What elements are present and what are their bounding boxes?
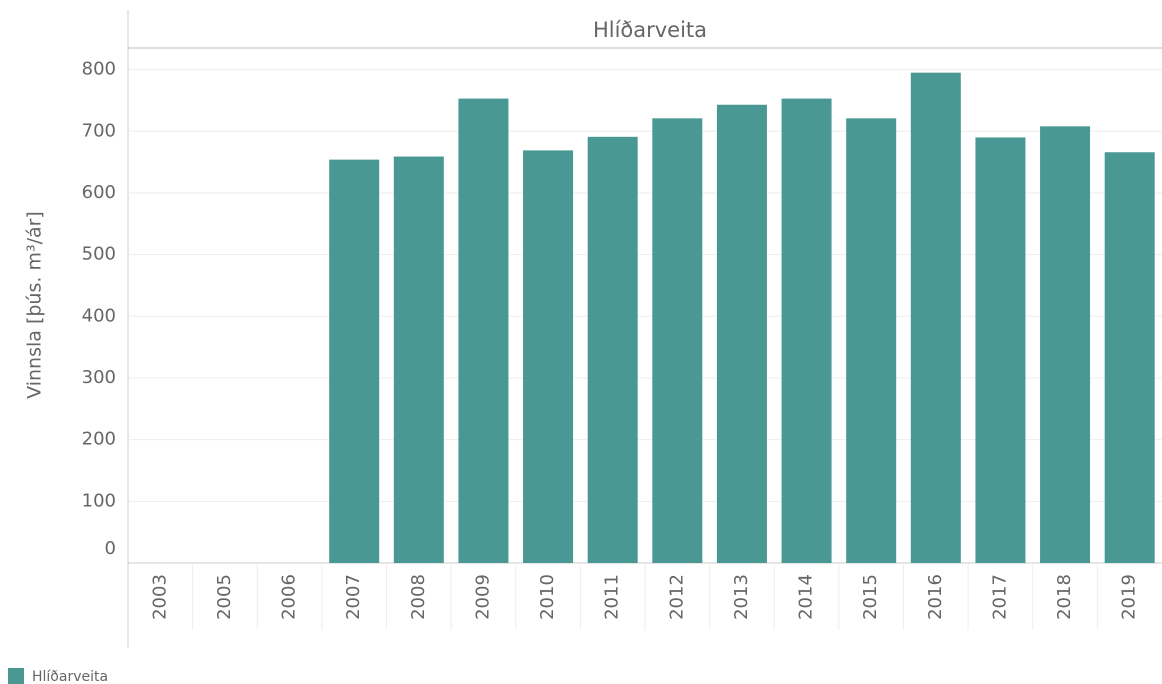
legend-label: Hlíðarveita [32,669,108,684]
y-tick-label: 800 [82,59,116,80]
y-tick-label: 700 [82,120,116,141]
y-tick-label: 400 [82,305,116,326]
bar [1104,152,1155,564]
bar [458,98,509,563]
y-tick-label: 500 [82,244,116,265]
chart-title: Hlíðarveita [593,18,707,42]
bar [329,159,380,563]
x-tick-label: 2012 [666,574,687,620]
x-tick-label: 2008 [408,574,429,620]
x-tick-label: 2014 [796,574,817,620]
x-tick-label: 2005 [214,574,235,620]
y-tick-label: 600 [82,182,116,203]
x-tick-label: 2011 [602,574,623,620]
y-axis-label: Vinnsla [þús. m³/ár] [24,211,46,399]
x-tick-label: 2007 [343,574,364,620]
x-tick-label: 2010 [537,574,558,620]
x-tick-label: 2006 [279,574,300,620]
x-tick-label: 2013 [731,574,752,620]
bar [781,98,832,563]
y-tick-label: 0 [105,538,116,559]
x-tick-label: 2017 [989,574,1010,620]
bar [523,150,574,563]
bar [846,118,897,564]
y-tick-label: 300 [82,367,116,388]
bar [910,72,961,564]
bar [1040,126,1091,563]
y-tick-label: 200 [82,429,116,450]
x-tick-label: 2009 [472,574,493,620]
bar [716,104,767,563]
bar [587,136,638,563]
x-tick-label: 2016 [925,574,946,620]
legend-swatch [8,668,24,684]
bar [393,156,444,563]
x-tick-label: 2003 [149,574,170,620]
x-tick-label: 2019 [1119,574,1140,620]
bar [975,137,1026,563]
x-tick-label: 2015 [860,574,881,620]
bar [652,118,703,564]
x-tick-label: 2018 [1054,574,1075,620]
y-tick-label: 100 [82,490,116,511]
